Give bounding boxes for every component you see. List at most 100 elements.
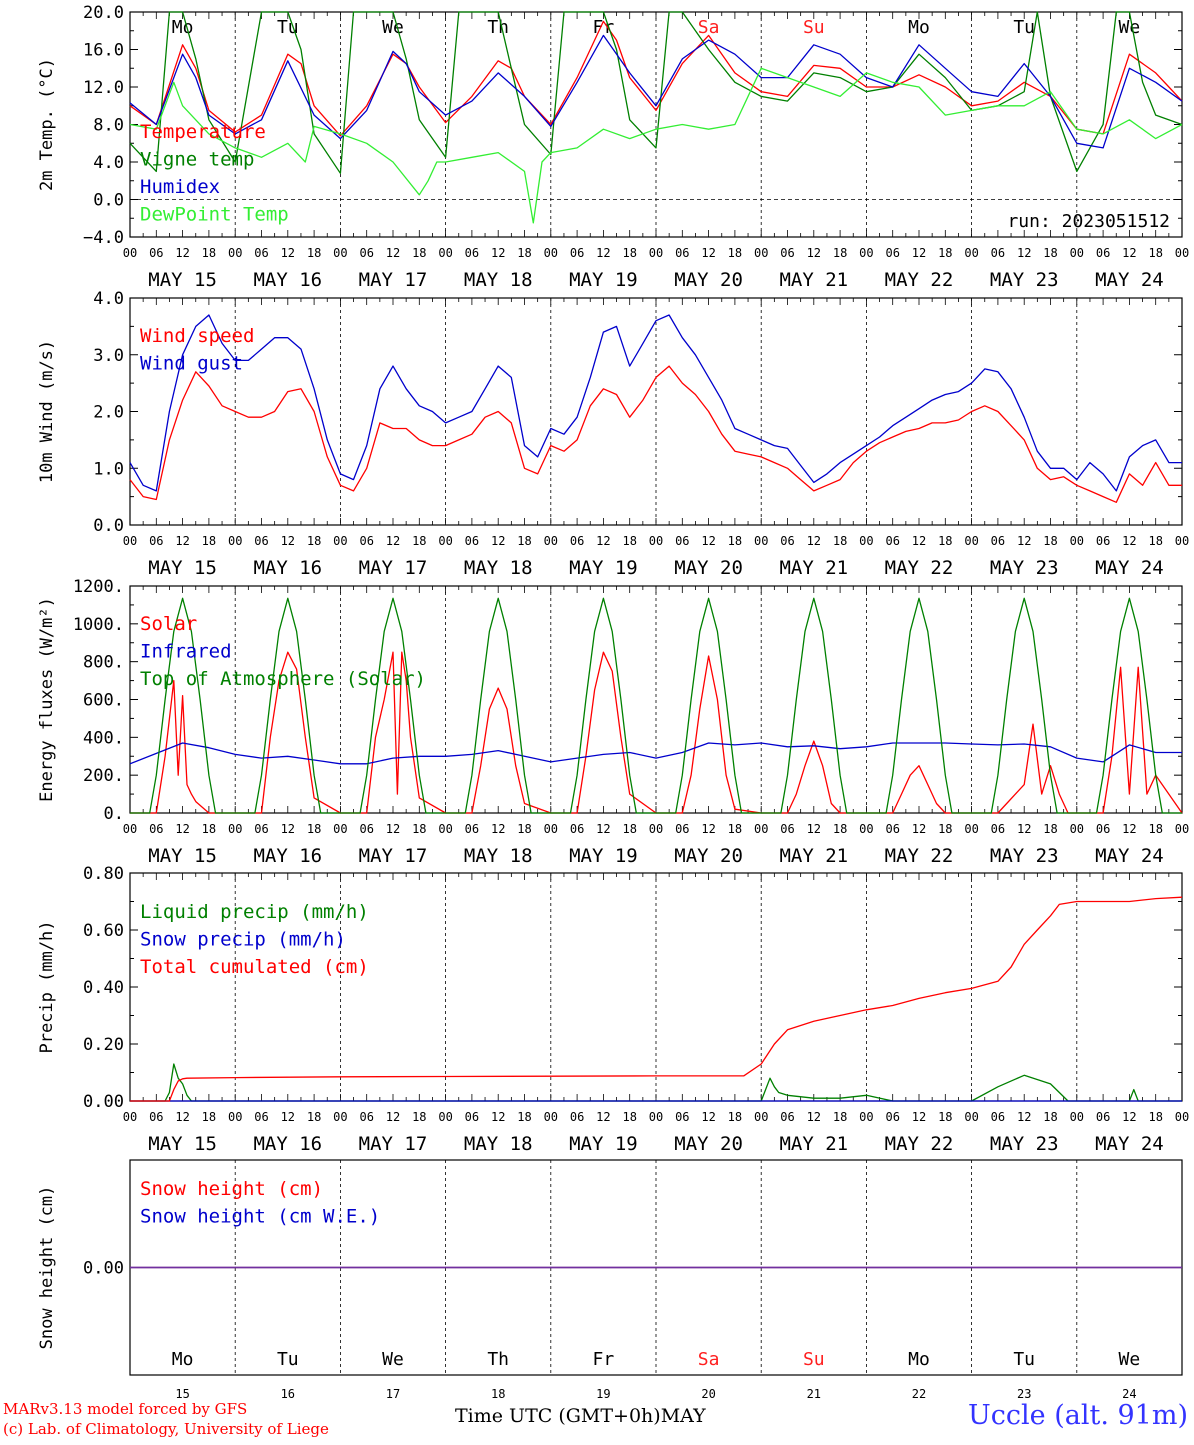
hour-label: 00 [1070, 1110, 1084, 1124]
hour-label: 12 [386, 822, 400, 836]
date-label: MAY 15 [148, 845, 217, 867]
hour-label: 00 [649, 534, 663, 548]
hour-label: 12 [1122, 1110, 1136, 1124]
date-label: MAY 24 [1095, 557, 1164, 579]
y-tick-label: 2.0 [93, 403, 124, 423]
hour-label: 00 [228, 246, 242, 260]
date-label: MAY 19 [569, 1133, 638, 1155]
y-tick-label: −4.0 [83, 228, 124, 248]
day-number: 18 [491, 1387, 505, 1401]
weekday-label: Th [487, 17, 509, 38]
legend-entry: Humidex [140, 176, 220, 198]
hour-label: 12 [491, 534, 505, 548]
hour-label: 12 [807, 1110, 821, 1124]
day-number: 21 [807, 1387, 821, 1401]
hour-label: 00 [438, 822, 452, 836]
legend-entry: Snow precip (mm/h) [140, 929, 346, 951]
hour-label: 06 [885, 1110, 899, 1124]
hour-label: 12 [912, 534, 926, 548]
hour-label: 06 [1096, 534, 1110, 548]
date-label: MAY 23 [990, 557, 1059, 579]
date-label: MAY 22 [885, 557, 954, 579]
hour-label: 06 [359, 822, 373, 836]
legend-entry: Liquid precip (mm/h) [140, 901, 369, 923]
y-tick-label: 0.0 [93, 516, 124, 536]
hour-label: 06 [675, 246, 689, 260]
hour-label: 12 [701, 1110, 715, 1124]
hour-label: 18 [307, 246, 321, 260]
hour-label: 12 [912, 1110, 926, 1124]
y-tick-label: 800. [83, 653, 124, 673]
hour-label: 00 [964, 1110, 978, 1124]
date-label: MAY 19 [569, 269, 638, 291]
hour-label: 06 [570, 246, 584, 260]
day-number: 17 [386, 1387, 400, 1401]
panel-5: 0.00 Snow height (cm) Snow height (cm) Snow… [37, 1159, 1183, 1401]
weekday-label: Tu [1013, 1349, 1035, 1370]
y-axis-title: 10m Wind (m/s) [37, 340, 57, 483]
hour-label: 12 [491, 822, 505, 836]
day-number: 22 [912, 1387, 926, 1401]
y-tick-label: 200. [83, 766, 124, 786]
panel-2: 4.0 3.0 2.0 1.0 0.0 10m Wind (m/s) 00 06 12 18 MAY… [37, 289, 1189, 579]
hour-label: 12 [281, 246, 295, 260]
hour-label: 12 [386, 534, 400, 548]
hour-label: 12 [491, 1110, 505, 1124]
hour-label: 00 [859, 822, 873, 836]
y-tick-label: 400. [83, 728, 124, 748]
date-label: MAY 20 [674, 1133, 743, 1155]
hour-label: 18 [307, 822, 321, 836]
hour-label: 00 [649, 822, 663, 836]
y-tick-label: 4.0 [93, 153, 124, 173]
hour-label: 12 [175, 246, 189, 260]
hour-label: 12 [596, 1110, 610, 1124]
date-label: MAY 21 [779, 269, 848, 291]
hour-label: 12 [1017, 534, 1031, 548]
hour-label: 12 [701, 246, 715, 260]
weekday-label: Mo [908, 17, 930, 38]
hour-label: 12 [807, 246, 821, 260]
hour-label: 12 [281, 822, 295, 836]
date-label: MAY 19 [569, 845, 638, 867]
hour-label: 18 [938, 822, 952, 836]
date-label: MAY 17 [359, 557, 428, 579]
lab-credit: (c) Lab. of Climatology, University of L… [3, 1420, 329, 1438]
series-line [130, 597, 1182, 814]
legend-entry: Wind gust [140, 353, 243, 375]
hour-label: 18 [728, 1110, 742, 1124]
hour-label: 00 [1175, 1110, 1189, 1124]
hour-label: 12 [1122, 822, 1136, 836]
hour-label: 00 [123, 822, 137, 836]
hour-label: 18 [517, 246, 531, 260]
hour-label: 06 [465, 822, 479, 836]
hour-label: 06 [1096, 246, 1110, 260]
y-tick-label: 1200. [73, 577, 124, 597]
hour-label: 18 [728, 822, 742, 836]
y-tick-label: 0.60 [83, 921, 124, 941]
weekday-label: Mo [172, 1349, 194, 1370]
series-line [129, 314, 1182, 492]
hour-label: 18 [1148, 822, 1162, 836]
weekday-label: Fr [593, 1349, 615, 1370]
y-axis-title: 2m Temp. (°C) [37, 58, 57, 191]
hour-label: 00 [123, 246, 137, 260]
y-tick-label: 0.00 [83, 1092, 124, 1112]
panel-4: 0.80 0.60 0.40 0.20 0.00 Precip (mm/h) 00 06 12 1… [37, 864, 1189, 1155]
series-line [129, 34, 1183, 149]
y-tick-label: 1000. [73, 615, 124, 635]
hour-label: 00 [754, 1110, 768, 1124]
panel-3: 1200. 1000. 800. 600. 400. 200. 0. Energy fluxe… [37, 577, 1189, 867]
hour-label: 00 [1070, 822, 1084, 836]
day-number: 20 [701, 1387, 715, 1401]
hour-label: 18 [412, 1110, 426, 1124]
date-label: MAY 23 [990, 269, 1059, 291]
y-tick-label: 0.0 [93, 191, 124, 211]
date-label: MAY 18 [464, 1133, 533, 1155]
hour-label: 00 [123, 1110, 137, 1124]
date-label: MAY 15 [148, 269, 217, 291]
hour-label: 00 [1175, 246, 1189, 260]
hour-label: 18 [938, 1110, 952, 1124]
hour-label: 06 [780, 822, 794, 836]
date-label: MAY 15 [148, 557, 217, 579]
hour-label: 18 [1043, 1110, 1057, 1124]
